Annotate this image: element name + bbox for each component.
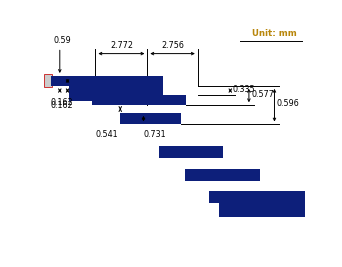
Text: 0.59: 0.59: [54, 36, 71, 45]
Bar: [159, 146, 223, 158]
Text: 0.162: 0.162: [51, 101, 73, 110]
Text: 0.731: 0.731: [144, 130, 166, 139]
Text: 0.162: 0.162: [51, 98, 73, 107]
Bar: [120, 113, 181, 124]
Text: 2.772: 2.772: [110, 41, 133, 50]
Bar: [209, 191, 305, 203]
Bar: [44, 74, 52, 88]
Bar: [51, 76, 163, 86]
Bar: [69, 86, 163, 95]
Text: 0.577: 0.577: [251, 90, 274, 99]
Text: Unit: mm: Unit: mm: [252, 29, 297, 38]
Text: 2.756: 2.756: [161, 41, 184, 50]
Bar: [220, 203, 305, 217]
Bar: [92, 95, 186, 105]
Text: 0.541: 0.541: [95, 130, 118, 139]
Text: 0.335: 0.335: [233, 85, 255, 94]
Bar: [69, 95, 97, 101]
Text: 0.596: 0.596: [277, 99, 300, 108]
Bar: [185, 169, 260, 181]
